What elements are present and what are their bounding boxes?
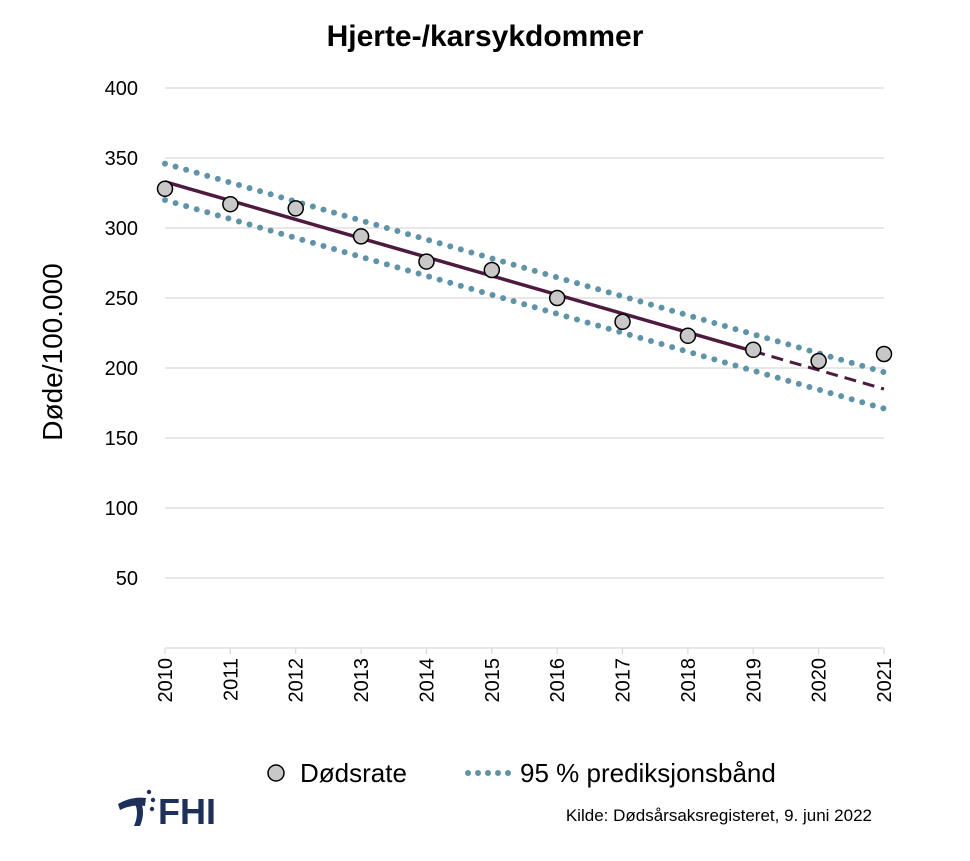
x-tick-label: 2015 <box>482 658 504 703</box>
data-point <box>287 200 304 217</box>
y-tick-label: 350 <box>105 148 138 170</box>
y-tick-label: 250 <box>105 288 138 310</box>
data-point <box>548 289 566 307</box>
data-point <box>614 313 631 331</box>
x-tick-label: 2018 <box>678 658 700 703</box>
fhi-logo-dot-icon <box>150 797 156 803</box>
data-points <box>156 180 893 370</box>
data-point <box>222 195 239 213</box>
trend-line-dashed <box>752 349 885 391</box>
x-tick-label: 2011 <box>220 658 242 701</box>
x-tick-label: 2021 <box>874 658 896 703</box>
x-tick-label: 2010 <box>155 658 177 703</box>
data-point <box>745 341 762 359</box>
trend-line <box>164 180 885 391</box>
legend: Dødsrate 95 % prediksjonsbånd <box>267 758 776 788</box>
data-point <box>156 180 174 198</box>
y-tick-label: 400 <box>105 78 138 100</box>
x-tick-label: 2016 <box>547 658 569 703</box>
data-point <box>679 327 697 345</box>
y-axis-ticks: 50 100 150 200 250 300 350 400 <box>105 78 138 590</box>
y-tick-label: 50 <box>116 568 138 590</box>
source-note: Kilde: Dødsårsaksregisteret, 9. juni 202… <box>566 806 872 825</box>
legend-marker-dodsrate <box>267 764 285 782</box>
y-tick-label: 150 <box>105 428 138 450</box>
fhi-logo-dot-icon <box>149 806 155 812</box>
band-upper-line <box>162 160 887 376</box>
y-tick-label: 100 <box>105 498 138 520</box>
y-tick-label: 200 <box>105 358 138 380</box>
x-axis-ticks: 2010 2011 2012 2013 2014 2015 2016 2017 2018 2019… <box>155 648 896 703</box>
trend-line-solid <box>164 180 754 353</box>
x-tick-label: 2014 <box>416 658 438 703</box>
x-tick-label: 2020 <box>809 658 831 703</box>
x-tick-label: 2017 <box>613 658 635 703</box>
fhi-logo-swoosh-icon <box>134 800 143 826</box>
grid <box>165 87 884 649</box>
fhi-logo-dot-icon <box>146 789 152 795</box>
x-tick-label: 2012 <box>286 658 308 703</box>
chart-title: Hjerte-/karsykdommer <box>327 20 644 53</box>
y-axis-label: Døde/100.000 <box>37 263 68 440</box>
legend-label-band: 95 % prediksjonsbånd <box>520 758 776 788</box>
prediction-band <box>162 160 887 412</box>
x-tick-label: 2013 <box>351 658 373 703</box>
data-point <box>810 352 827 370</box>
x-tick-label: 2019 <box>743 658 765 703</box>
fhi-logo-text: FHI <box>158 791 216 832</box>
y-tick-label: 300 <box>105 218 138 240</box>
legend-label-dodsrate: Dødsrate <box>300 758 407 788</box>
data-point <box>352 228 370 245</box>
data-point <box>875 345 893 363</box>
band-lower-line <box>162 197 887 412</box>
data-point <box>483 261 501 279</box>
fhi-logo: FHI <box>118 789 216 832</box>
data-point <box>418 253 435 270</box>
